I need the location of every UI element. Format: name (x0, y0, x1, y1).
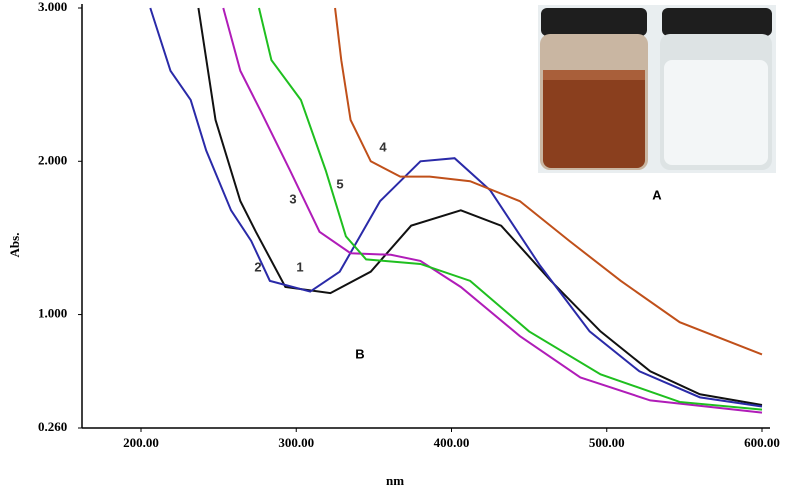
x-tick-label: 400.00 (434, 435, 470, 450)
x-tick-label: 300.00 (278, 435, 314, 450)
y-tick-label: 3.000 (38, 0, 67, 14)
curve-label: 4 (379, 139, 387, 154)
inset-photo (538, 5, 776, 173)
y-axis-label: Abs. (7, 233, 22, 258)
panel-label: B (355, 346, 364, 361)
curve-label: 5 (336, 176, 343, 191)
x-tick-label: 600.00 (744, 435, 780, 450)
x-axis-label: nm (386, 473, 404, 488)
curve-label: 3 (289, 191, 296, 206)
line-series (222, 7, 763, 414)
x-tick-label: 200.00 (123, 435, 159, 450)
curve-label: 2 (254, 259, 261, 274)
y-tick-label: 1.000 (38, 306, 67, 321)
curve-label: 1 (296, 259, 303, 274)
x-tick-label: 500.00 (589, 435, 625, 450)
y-tick-label: 0.260 (38, 419, 67, 434)
line-series (334, 7, 763, 356)
line-series (197, 7, 763, 406)
line-series (149, 7, 763, 408)
y-tick-label: 2.000 (38, 152, 67, 167)
panel-label: A (652, 187, 662, 202)
line-series (258, 7, 763, 411)
